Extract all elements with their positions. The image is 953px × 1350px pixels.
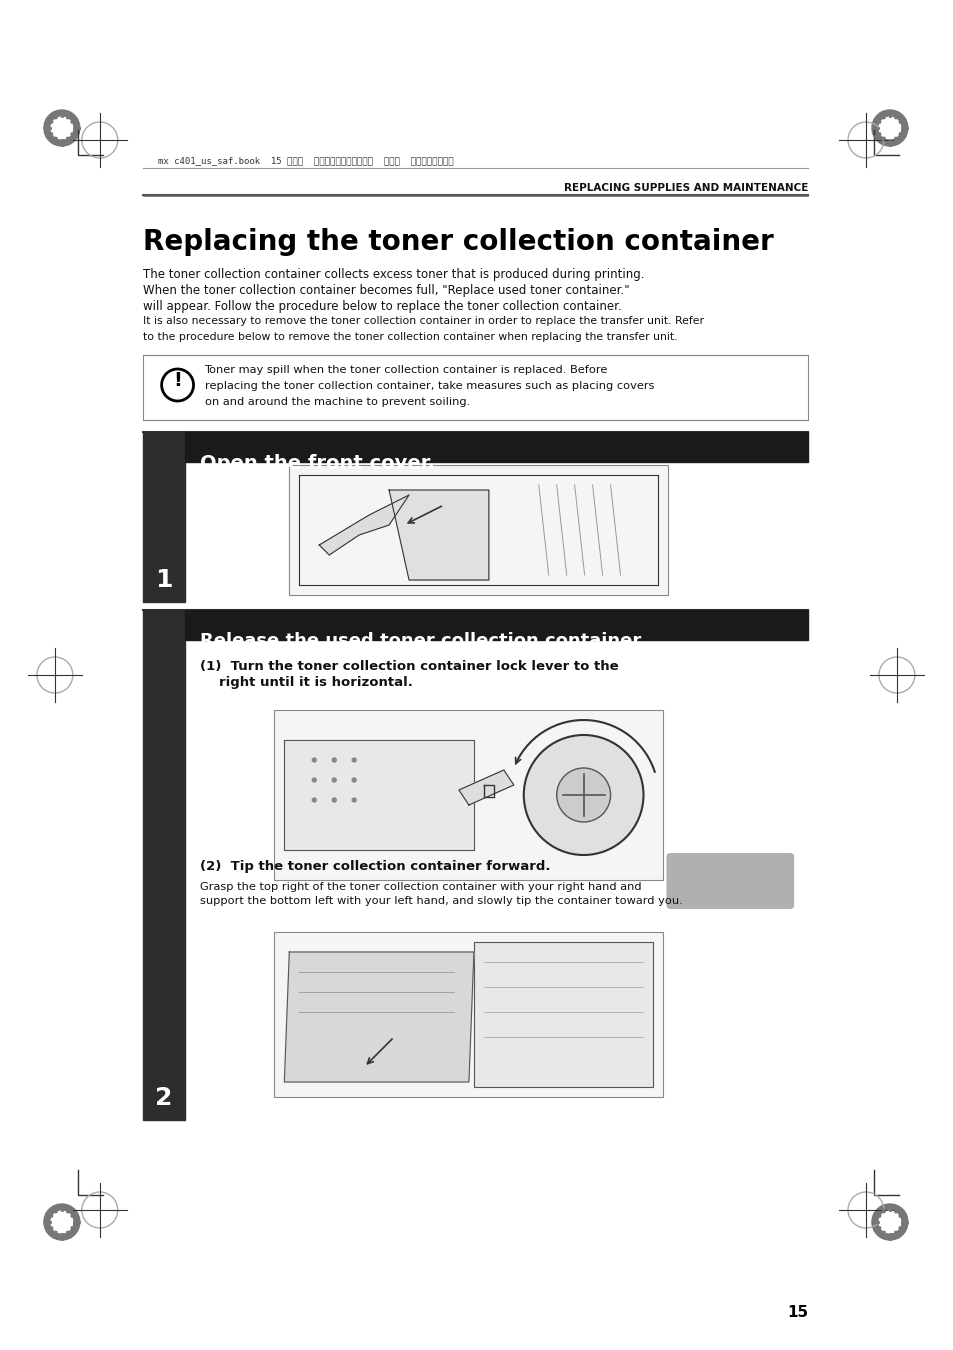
Circle shape: [312, 778, 316, 782]
Text: (2)  Tip the toner collection container forward.: (2) Tip the toner collection container f…: [199, 860, 550, 873]
Text: 2: 2: [154, 1085, 172, 1110]
Text: It is also necessary to remove the toner collection container in order to replac: It is also necessary to remove the toner…: [143, 316, 703, 325]
Text: right until it is horizontal.: right until it is horizontal.: [219, 676, 413, 688]
Text: Open the front cover.: Open the front cover.: [199, 454, 434, 472]
Polygon shape: [458, 769, 514, 805]
Circle shape: [51, 1211, 72, 1233]
Bar: [289, 464, 668, 595]
Text: Release the used toner collection container.: Release the used toner collection contai…: [199, 632, 644, 649]
Text: When the toner collection container becomes full, "Replace used toner container.: When the toner collection container beco…: [143, 284, 629, 297]
Text: Replacing the toner collection container: Replacing the toner collection container: [143, 228, 773, 256]
Polygon shape: [389, 490, 488, 580]
Circle shape: [523, 734, 643, 855]
Text: on and around the machine to prevent soiling.: on and around the machine to prevent soi…: [204, 397, 469, 406]
Text: Grasp the top right of the toner collection container with your right hand and: Grasp the top right of the toner collect…: [199, 882, 640, 892]
Circle shape: [44, 109, 80, 146]
Circle shape: [879, 1211, 900, 1233]
Circle shape: [51, 117, 72, 139]
Text: 1: 1: [154, 568, 172, 593]
Text: will appear. Follow the procedure below to replace the toner collection containe: will appear. Follow the procedure below …: [143, 300, 620, 313]
Circle shape: [879, 117, 900, 139]
Circle shape: [557, 768, 610, 822]
Circle shape: [332, 778, 335, 782]
Bar: [274, 931, 662, 1098]
Circle shape: [312, 757, 316, 761]
Text: 15: 15: [786, 1305, 807, 1320]
FancyBboxPatch shape: [143, 355, 807, 420]
Text: The toner collection container collects excess toner that is produced during pri: The toner collection container collects …: [143, 269, 643, 281]
Circle shape: [332, 798, 335, 802]
Circle shape: [44, 1204, 80, 1241]
Text: Toner may spill when the toner collection container is replaced. Before: Toner may spill when the toner collectio…: [204, 364, 607, 375]
Circle shape: [871, 1204, 907, 1241]
Circle shape: [352, 757, 355, 761]
Text: (1)  Turn the toner collection container lock lever to the: (1) Turn the toner collection container …: [199, 660, 618, 674]
Circle shape: [332, 757, 335, 761]
Text: !: !: [172, 370, 182, 390]
Text: REPLACING SUPPLIES AND MAINTENANCE: REPLACING SUPPLIES AND MAINTENANCE: [563, 184, 807, 193]
Bar: [474, 942, 653, 1087]
Text: support the bottom left with your left hand, and slowly tip the container toward: support the bottom left with your left h…: [199, 896, 681, 906]
Circle shape: [352, 798, 355, 802]
Circle shape: [352, 778, 355, 782]
Polygon shape: [319, 495, 409, 555]
Circle shape: [312, 798, 316, 802]
Bar: [184, 432, 807, 462]
Bar: [143, 610, 184, 1120]
Text: to the procedure below to remove the toner collection container when replacing t: to the procedure below to remove the ton…: [143, 332, 677, 342]
FancyBboxPatch shape: [666, 853, 793, 909]
Bar: [184, 610, 807, 640]
Polygon shape: [284, 740, 474, 850]
Circle shape: [871, 109, 907, 146]
Text: mx c401_us_saf.book  15 ページ  ２００８年１０月１５日  水曜日  午前１１時５２分: mx c401_us_saf.book 15 ページ ２００８年１０月１５日 水…: [157, 157, 453, 165]
Bar: [143, 432, 184, 602]
Bar: [274, 710, 662, 880]
Polygon shape: [284, 952, 474, 1081]
Text: replacing the toner collection container, take measures such as placing covers: replacing the toner collection container…: [204, 381, 654, 392]
